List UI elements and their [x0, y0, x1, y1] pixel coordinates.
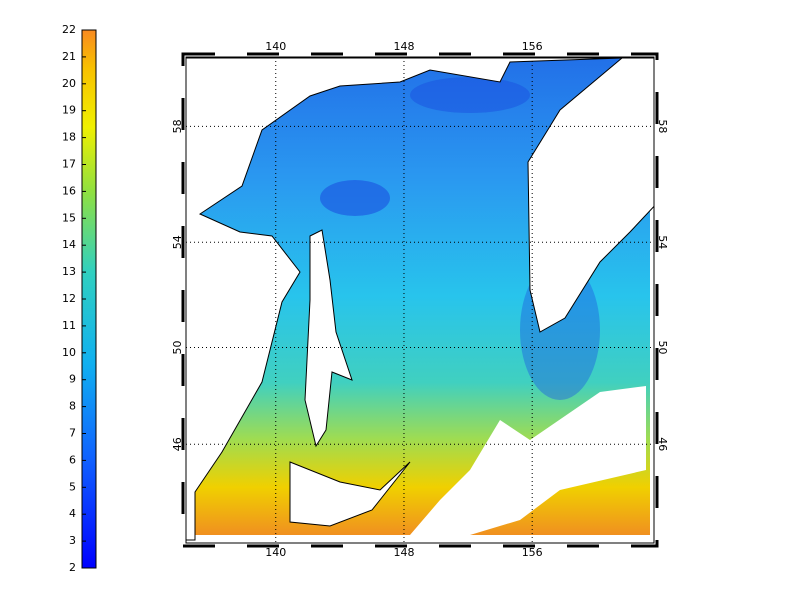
colorbar-tick-label: 3	[69, 534, 76, 547]
colorbar-tick-label: 17	[62, 158, 76, 171]
colorbar-tick-label: 18	[62, 131, 76, 144]
colorbar-tick-label: 8	[69, 400, 76, 413]
map-frame	[185, 56, 655, 544]
colorbar-axis: 2 3 4 5 6 7 8 9 10 11 12 13 14 15 16 17 18 19 20 21 22	[62, 23, 86, 574]
colorbar-tick-label: 14	[62, 238, 76, 251]
y-tick-label: 46	[171, 437, 184, 451]
x-tick-label: 148	[393, 40, 414, 53]
y-tick-label: 54	[656, 235, 669, 249]
colorbar-tick-label: 12	[62, 292, 76, 305]
cold-patch	[320, 180, 390, 216]
map-field	[186, 57, 654, 541]
y-tick-label: 58	[171, 119, 184, 133]
mainland	[186, 57, 623, 541]
colorbar-tick-label: 6	[69, 453, 76, 466]
colorbar-tick-label: 16	[62, 184, 76, 197]
colorbar-tick-label: 13	[62, 265, 76, 278]
x-tick-label: 140	[265, 40, 286, 53]
y-tick-label: 58	[656, 119, 669, 133]
x-tick-label: 140	[265, 546, 286, 559]
colorbar-tick-label: 11	[62, 319, 76, 332]
colorbar-tick-label: 9	[69, 373, 76, 386]
colorbar-tick-label: 21	[62, 50, 76, 63]
colorbar-tick-label: 10	[62, 346, 76, 359]
colorbar-tick-label: 22	[62, 23, 76, 36]
y-tick-label: 50	[171, 340, 184, 354]
y-tick-label: 46	[656, 437, 669, 451]
colorbar-tick-label: 5	[69, 480, 76, 493]
colorbar-tick-label: 2	[69, 561, 76, 574]
colorbar-tick-label: 19	[62, 104, 76, 117]
grid	[186, 57, 654, 543]
cold-patch	[410, 77, 530, 113]
colorbar-tick-label: 4	[69, 507, 76, 520]
colorbar-tick-label: 20	[62, 77, 76, 90]
x-tick-label: 148	[393, 546, 414, 559]
sakhalin	[304, 229, 353, 448]
map-border	[181, 52, 659, 548]
hokkaido	[289, 461, 411, 527]
colorbar-tick-label: 7	[69, 427, 76, 440]
x-tick-label: 156	[522, 546, 543, 559]
colorbar-tick-label: 15	[62, 211, 76, 224]
y-tick-label: 50	[656, 340, 669, 354]
x-tick-label: 156	[522, 40, 543, 53]
no-data	[410, 386, 646, 535]
y-tick-label: 54	[171, 235, 184, 249]
